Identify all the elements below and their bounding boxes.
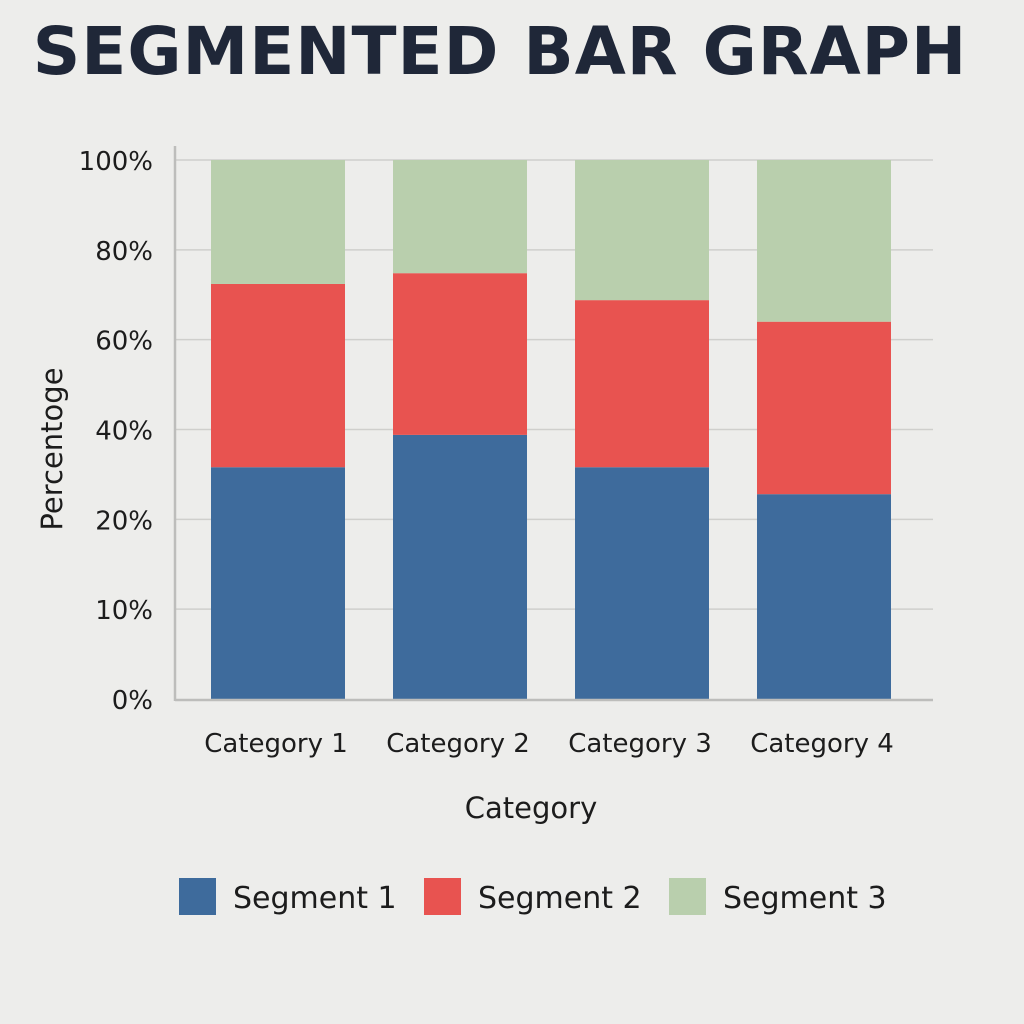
x-axis-label: Category	[465, 791, 597, 825]
y-tick-label: 100%	[79, 147, 153, 177]
y-tick-label: 60%	[95, 327, 153, 357]
y-axis-label: Percentoge	[35, 367, 69, 530]
legend-swatch	[424, 878, 461, 915]
legend-label: Segment 3	[723, 881, 887, 916]
bars	[211, 160, 891, 699]
legend-label: Segment 1	[233, 881, 397, 916]
x-tick-label: Category 1	[204, 729, 348, 759]
legend-item-1: Segment 1	[179, 878, 397, 916]
y-tick-label: 40%	[95, 417, 153, 447]
bar-segment-3-category-4	[757, 160, 891, 322]
x-tick-label: Category 4	[750, 729, 894, 759]
bar-segment-3-category-2	[393, 160, 527, 274]
x-tick-labels: Category 1 Category 2 Category 3 Category 4	[204, 729, 894, 759]
legend: Segment 1 Segment 2 Segment 3	[179, 878, 887, 916]
x-tick-label: Category 3	[568, 729, 712, 759]
bar-segment-2-category-4	[757, 321, 891, 495]
x-tick-label: Category 2	[386, 729, 530, 759]
y-tick-label: 80%	[95, 237, 153, 267]
legend-item-2: Segment 2	[424, 878, 642, 916]
bar-segment-3-category-1	[211, 160, 345, 284]
chart-title: SEGMENTED BAR GRAPH	[32, 13, 968, 90]
y-tick-label: 20%	[95, 506, 153, 536]
legend-item-3: Segment 3	[669, 878, 887, 916]
bar-segment-3-category-3	[575, 160, 709, 301]
bar-segment-2-category-3	[575, 300, 709, 468]
bar-segment-1-category-3	[575, 467, 709, 699]
legend-swatch	[669, 878, 706, 915]
bar-segment-1-category-1	[211, 467, 345, 699]
bar-segment-2-category-1	[211, 283, 345, 468]
bar-segment-2-category-2	[393, 273, 527, 435]
bar-segment-1-category-2	[393, 434, 527, 699]
y-tick-label: 0%	[112, 686, 153, 716]
legend-label: Segment 2	[478, 881, 642, 916]
axes	[173, 146, 933, 702]
y-tick-labels: 0% 10% 20% 40% 60% 80% 100%	[79, 147, 153, 716]
bar-segment-1-category-4	[757, 494, 891, 699]
y-tick-label: 10%	[95, 596, 153, 626]
legend-swatch	[179, 878, 216, 915]
